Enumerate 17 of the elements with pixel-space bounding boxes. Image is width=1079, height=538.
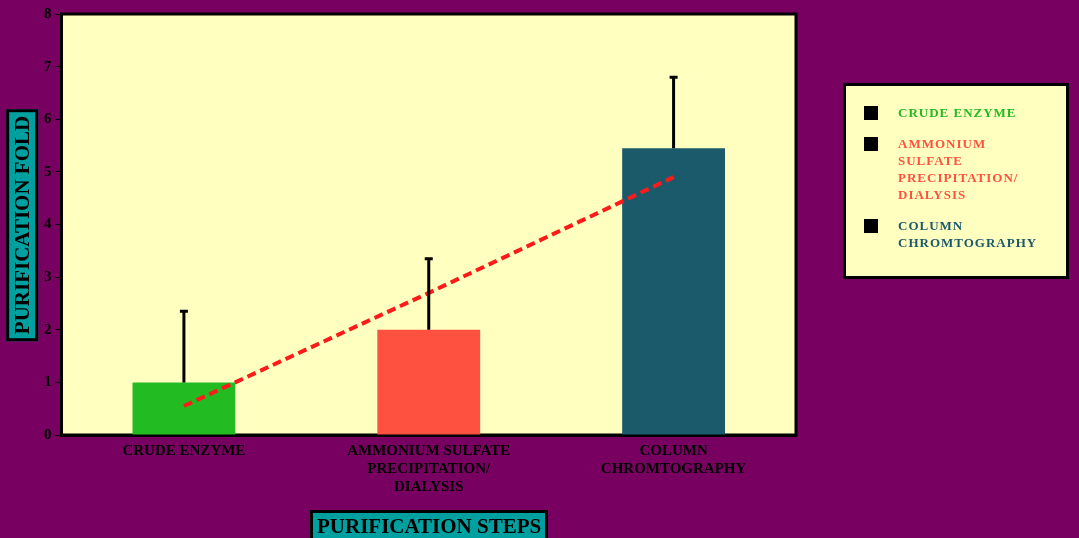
y-tick-label: 6 [44, 110, 52, 127]
text: AMMONIUM SULFATE PRECIPITATION/ DIALYSIS [898, 135, 1020, 203]
y-tick-label: 3 [44, 268, 52, 284]
y-tick-label: 1 [44, 373, 52, 390]
y-tick-label: 5 [44, 162, 52, 179]
text: CRUDE ENZYME [898, 104, 1018, 121]
y-axis-title: PURIFICATION FOLD [6, 108, 39, 342]
x-tick-label: COLUMN CHROMTOGRAPHY [600, 441, 747, 476]
x-axis-title: PURIFICATION STEPS [310, 510, 549, 538]
y-tick-label: 8 [44, 4, 52, 21]
y-tick-label: 4 [44, 215, 52, 232]
x-tick-label: CRUDE ENZYME [122, 441, 246, 458]
x-tick-label: AMMONIUM SULFATE PRECIPITATION/ DIALYSIS [347, 441, 511, 494]
y-tick-label: 0 [44, 425, 52, 442]
y-tick-label: 7 [44, 57, 52, 74]
text: COLUMN CHROMTOGRAPHY [898, 217, 1039, 251]
y-tick-label: 2 [44, 320, 52, 337]
